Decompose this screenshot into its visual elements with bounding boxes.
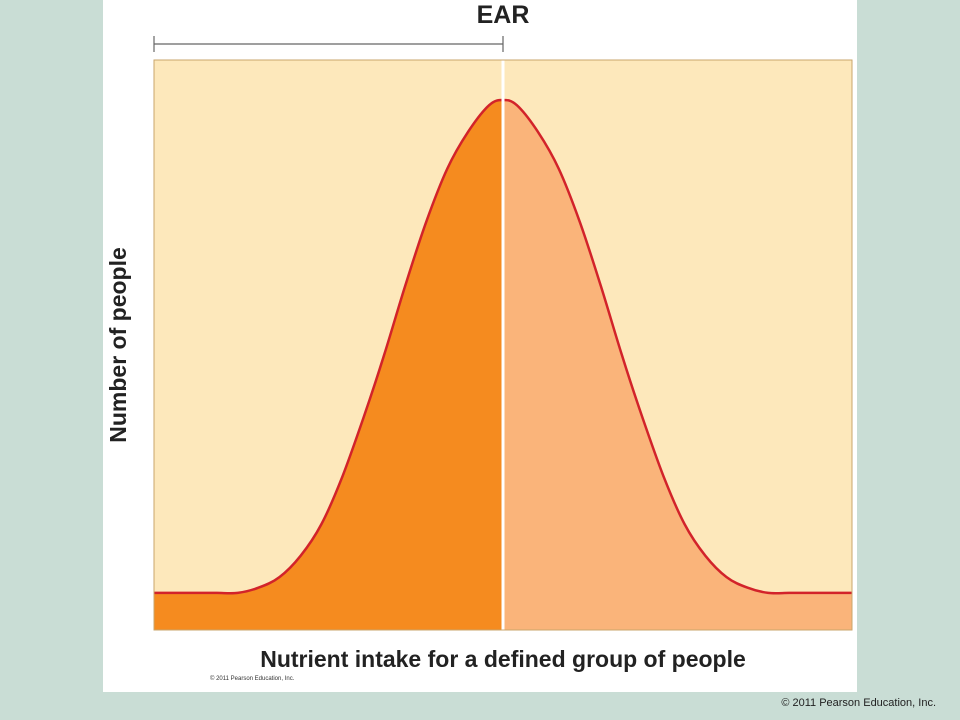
chart: EAR Number of people Nutrient intake for… bbox=[105, 1, 853, 672]
slide-copyright: © 2011 Pearson Education, Inc. bbox=[781, 697, 936, 709]
ear-label: EAR bbox=[477, 1, 530, 29]
panel-copyright: © 2011 Pearson Education, Inc. bbox=[210, 676, 295, 682]
plot-border bbox=[153, 59, 853, 631]
area-above-ear bbox=[503, 100, 852, 630]
slide-panel: EAR Number of people Nutrient intake for… bbox=[103, 0, 857, 692]
area-below-ear bbox=[154, 100, 503, 630]
y-axis-label: Number of people bbox=[105, 247, 131, 443]
x-axis-label: Nutrient intake for a defined group of p… bbox=[260, 646, 746, 672]
ear-bracket bbox=[153, 36, 504, 52]
